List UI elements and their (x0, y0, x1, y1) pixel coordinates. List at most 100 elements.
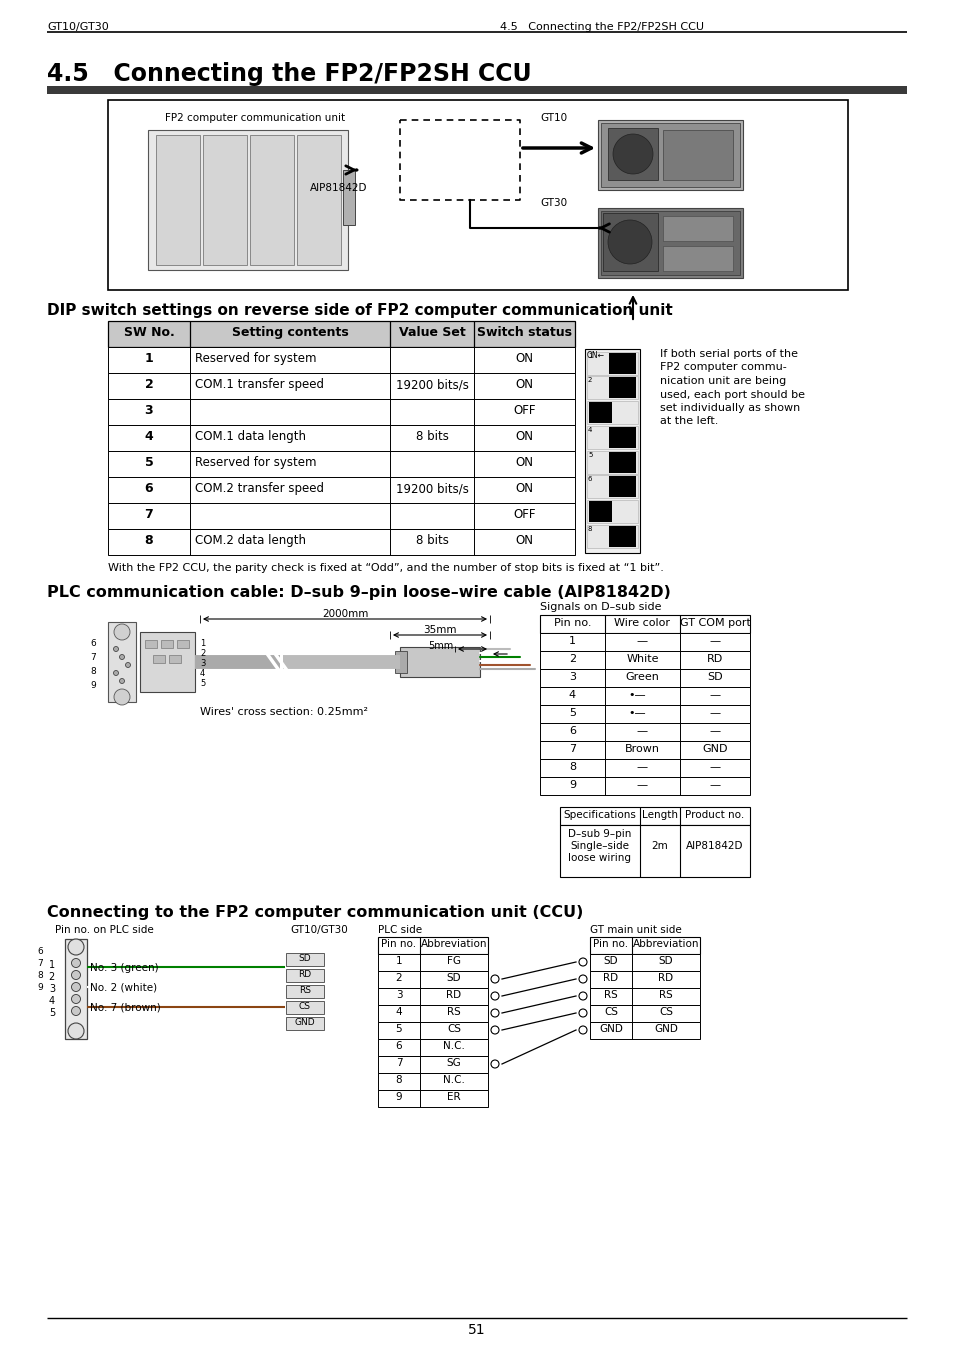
Text: 6: 6 (568, 725, 576, 736)
Bar (600, 211, 740, 275)
Text: 7: 7 (37, 958, 43, 968)
Bar (602, 213, 658, 271)
Bar (377, 1073, 488, 1090)
Text: loose wiring: loose wiring (568, 853, 631, 863)
Text: RD: RD (603, 973, 618, 983)
Text: Pin no.: Pin no. (553, 618, 591, 629)
Text: 7: 7 (145, 507, 153, 521)
Text: 1: 1 (395, 956, 402, 966)
Text: 8: 8 (395, 1075, 402, 1085)
Bar (559, 825, 749, 878)
Text: 4: 4 (49, 996, 55, 1005)
Text: RD: RD (446, 991, 461, 1000)
Text: FP2 computer communication unit: FP2 computer communication unit (165, 113, 345, 122)
Text: FP2 computer commu-: FP2 computer commu- (659, 362, 786, 373)
Bar (108, 320, 575, 347)
Circle shape (113, 689, 130, 705)
Bar (65, 940, 87, 1039)
Circle shape (68, 940, 84, 956)
Text: Abbreviation: Abbreviation (420, 940, 487, 949)
Text: GND: GND (701, 744, 727, 754)
Bar (539, 686, 749, 705)
Bar (588, 501, 612, 522)
Text: 4: 4 (145, 429, 153, 443)
Text: ON: ON (515, 534, 533, 546)
Text: used, each port should be: used, each port should be (659, 389, 804, 400)
Bar (588, 402, 612, 423)
Text: COM.2 transfer speed: COM.2 transfer speed (194, 482, 324, 495)
Circle shape (578, 1010, 586, 1018)
Text: Green: Green (625, 672, 659, 682)
Text: 3: 3 (145, 404, 153, 417)
Text: Wires' cross section: 0.25mm²: Wires' cross section: 0.25mm² (200, 707, 368, 717)
Bar (608, 452, 636, 472)
Text: 5: 5 (568, 708, 576, 717)
Text: 6: 6 (37, 948, 43, 956)
Circle shape (578, 992, 586, 1000)
Text: 2: 2 (395, 973, 402, 983)
Text: GT30: GT30 (539, 198, 566, 209)
Text: at the left.: at the left. (659, 416, 718, 427)
Bar (108, 529, 575, 555)
Bar (108, 476, 575, 503)
Text: 6: 6 (587, 476, 592, 482)
Text: 1: 1 (200, 639, 205, 647)
Text: 2: 2 (200, 649, 205, 658)
Bar (145, 639, 157, 647)
Circle shape (491, 1010, 498, 1018)
Bar (559, 808, 749, 825)
Text: Abbreviation: Abbreviation (632, 940, 699, 949)
Bar (148, 131, 348, 271)
Text: 7: 7 (395, 1058, 402, 1067)
Text: —: — (637, 725, 647, 736)
Bar (600, 122, 740, 187)
Text: No. 2 (white): No. 2 (white) (90, 983, 157, 993)
Text: —: — (709, 779, 720, 790)
Circle shape (119, 678, 125, 684)
Bar (589, 954, 700, 970)
Bar (377, 1005, 488, 1022)
Text: set individually as shown: set individually as shown (659, 402, 800, 413)
Bar (152, 656, 165, 664)
Text: 4.5   Connecting the FP2/FP2SH CCU: 4.5 Connecting the FP2/FP2SH CCU (499, 22, 703, 32)
Text: 2000mm: 2000mm (321, 608, 368, 619)
Circle shape (607, 219, 651, 264)
Text: 1: 1 (145, 353, 153, 365)
Text: 8: 8 (568, 762, 576, 773)
Text: SD: SD (446, 973, 461, 983)
Text: SD: SD (603, 956, 618, 966)
Text: If both serial ports of the: If both serial ports of the (659, 349, 797, 359)
Bar (140, 633, 194, 692)
Text: ON: ON (515, 353, 533, 365)
Text: COM.1 data length: COM.1 data length (194, 429, 306, 443)
Text: Connecting to the FP2 computer communication unit (CCU): Connecting to the FP2 computer communica… (47, 905, 583, 921)
Circle shape (113, 646, 118, 651)
Text: 19200 bits/s: 19200 bits/s (395, 482, 468, 495)
Bar (586, 425, 638, 450)
Text: —: — (709, 637, 720, 646)
Text: D–sub 9–pin: D–sub 9–pin (568, 829, 631, 839)
Bar (399, 647, 479, 677)
Bar (589, 988, 700, 1005)
Text: 51: 51 (468, 1323, 485, 1337)
Bar (156, 135, 200, 265)
Text: GT10/GT30: GT10/GT30 (290, 925, 348, 935)
Text: Pin no. on PLC side: Pin no. on PLC side (55, 925, 153, 935)
Text: OFF: OFF (513, 404, 536, 417)
Text: RS: RS (447, 1007, 460, 1018)
Circle shape (613, 135, 652, 174)
Text: GND: GND (654, 1024, 678, 1034)
Bar (598, 209, 742, 279)
Text: Wire color: Wire color (614, 618, 670, 629)
Bar (108, 451, 575, 476)
Circle shape (71, 1007, 80, 1015)
Text: —: — (637, 637, 647, 646)
Text: 8: 8 (37, 970, 43, 980)
Text: 9: 9 (568, 779, 576, 790)
Text: 3: 3 (587, 402, 592, 408)
Text: GT10/GT30: GT10/GT30 (47, 22, 109, 32)
Text: Signals on D–sub side: Signals on D–sub side (539, 602, 660, 612)
Text: 8: 8 (145, 534, 153, 546)
Circle shape (491, 975, 498, 983)
Text: 6: 6 (90, 639, 95, 647)
